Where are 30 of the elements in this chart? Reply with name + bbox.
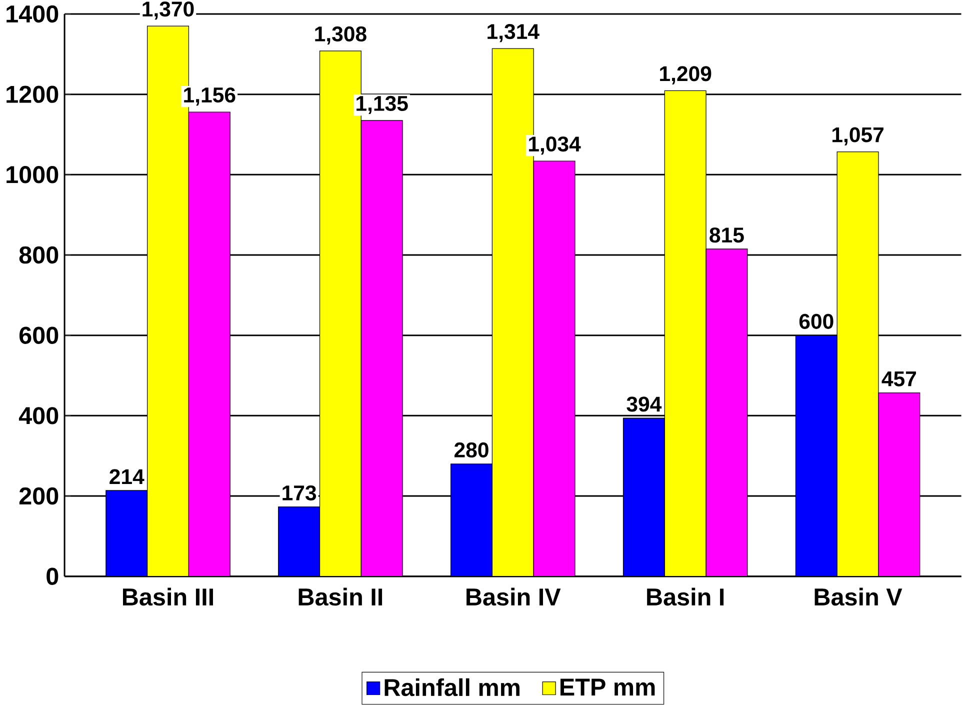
x-tick-label: Basin III xyxy=(123,588,213,606)
legend-label: Rainfall mm xyxy=(384,678,520,696)
data-label: 457 xyxy=(882,372,916,387)
y-tick-label: 800 xyxy=(19,246,58,264)
data-label: 1,057 xyxy=(832,127,884,146)
data-label: 1,034 xyxy=(528,136,581,155)
data-label: 173 xyxy=(282,486,316,501)
legend-label: ETP mm xyxy=(560,678,655,696)
data-label: 815 xyxy=(710,228,744,243)
data-label: 1,308 xyxy=(315,26,366,45)
y-tick-label: 400 xyxy=(18,407,58,424)
y-tick-label: 200 xyxy=(19,488,58,505)
data-label: 1,370 xyxy=(142,2,194,20)
data-label: 280 xyxy=(454,442,488,458)
data-label: 1,314 xyxy=(488,24,540,42)
x-tick-label: Basin V xyxy=(814,588,902,606)
data-label: 1,209 xyxy=(660,66,712,85)
data-label: 214 xyxy=(110,469,144,484)
data-label: 600 xyxy=(799,314,834,330)
y-tick-label: 1200 xyxy=(6,86,58,104)
data-label: 394 xyxy=(626,396,662,412)
data-label: 1,156 xyxy=(184,88,236,106)
y-tick-label: 600 xyxy=(19,326,58,344)
x-tick-label: Basin II xyxy=(298,588,382,606)
y-tick-label: 0 xyxy=(46,568,58,586)
x-tick-label: Basin IV xyxy=(466,588,561,606)
x-tick-label: Basin I xyxy=(647,588,724,606)
y-tick-label: 1000 xyxy=(6,166,58,184)
y-tick-label: 1400 xyxy=(6,6,58,23)
data-label: 1,135 xyxy=(356,96,408,114)
